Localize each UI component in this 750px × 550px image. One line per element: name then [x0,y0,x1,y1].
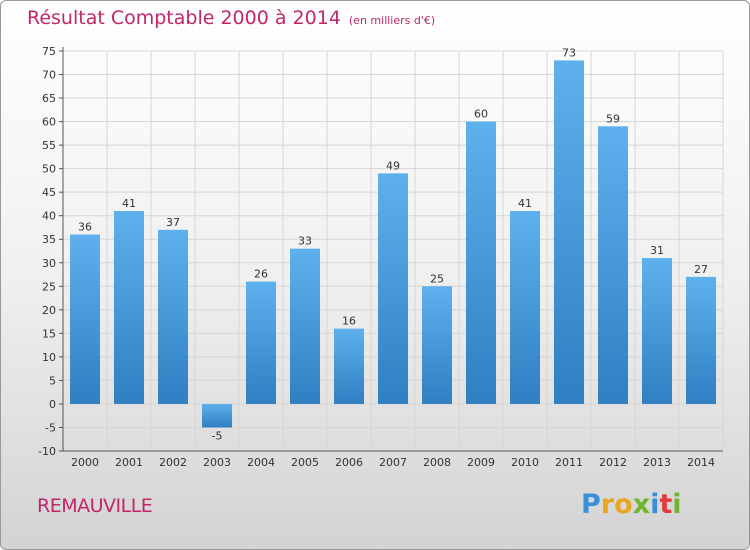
y-tick-label: 50 [42,163,56,176]
data-label-2009: 60 [474,108,488,121]
data-label-2002: 37 [166,216,180,229]
logo-letter: r [600,489,615,520]
bar-2005 [290,248,320,404]
bar-2012 [598,126,628,404]
y-tick-label: -10 [38,445,56,458]
x-tick-label: 2010 [511,456,539,469]
data-label-2011: 73 [562,46,576,59]
bar-2001 [114,211,144,404]
x-tick-label: 2004 [247,456,275,469]
x-tick-label: 2003 [203,456,231,469]
y-tick-label: 75 [42,45,56,58]
bar-2010 [510,211,540,404]
x-tick-label: 2009 [467,456,495,469]
logo-letter: o [614,489,633,520]
bar-2008 [422,286,452,404]
y-tick-label: 30 [42,257,56,270]
data-label-2003: -5 [212,429,223,442]
bar-2003 [202,403,232,428]
x-tick-label: 2014 [687,456,715,469]
chart-title-text: Résultat Comptable 2000 à 2014 [27,7,341,29]
y-tick-label: 65 [42,92,56,105]
data-label-2010: 41 [518,197,532,210]
data-label-2005: 33 [298,235,312,248]
data-label-2007: 49 [386,159,400,172]
y-tick-label: 70 [42,69,56,82]
y-tick-label: 15 [42,327,56,340]
x-tick-label: 2000 [71,456,99,469]
chart-title: Résultat Comptable 2000 à 2014 (en millie… [27,7,435,29]
data-label-2000: 36 [78,221,92,234]
y-tick-label: -5 [45,421,56,434]
commune-name: REMAUVILLE [37,495,153,517]
y-tick-label: 10 [42,351,56,364]
bar-2013 [642,258,672,404]
bar-2004 [246,281,276,404]
data-label-2014: 27 [694,263,708,276]
logo-letter: i [672,489,682,520]
data-label-2012: 59 [606,112,620,125]
y-tick-label: 20 [42,304,56,317]
bar-2011 [554,60,584,404]
x-tick-label: 2007 [379,456,407,469]
x-tick-label: 2013 [643,456,671,469]
y-tick-label: 40 [42,210,56,223]
y-tick-label: 0 [49,398,56,411]
bar-2002 [158,229,188,404]
logo-letter: x [632,489,651,520]
data-label-2001: 41 [122,197,136,210]
y-tick-label: 5 [49,374,56,387]
x-tick-label: 2011 [555,456,583,469]
bar-2009 [466,121,496,404]
proxiti-logo: Proxiti [581,489,682,520]
logo-letter: i [650,489,660,520]
y-tick-label: 25 [42,280,56,293]
x-tick-label: 2006 [335,456,363,469]
y-tick-label: 60 [42,116,56,129]
y-tick-label: 45 [42,186,56,199]
x-tick-label: 2002 [159,456,187,469]
x-tick-label: 2008 [423,456,451,469]
logo-letter: P [581,489,601,520]
x-tick-label: 2001 [115,456,143,469]
bar-2000 [70,234,100,404]
logo-letter: t [659,489,673,520]
bar-2014 [686,276,716,404]
bar-2006 [334,328,364,404]
x-tick-label: 2005 [291,456,319,469]
data-label-2013: 31 [650,244,664,257]
y-tick-label: 55 [42,139,56,152]
y-tick-label: 35 [42,233,56,246]
chart-unit: (en milliers d'€) [348,14,436,27]
data-label-2004: 26 [254,268,268,281]
bar-2007 [378,173,408,404]
data-label-2008: 25 [430,272,444,285]
x-tick-label: 2012 [599,456,627,469]
data-label-2006: 16 [342,315,356,328]
